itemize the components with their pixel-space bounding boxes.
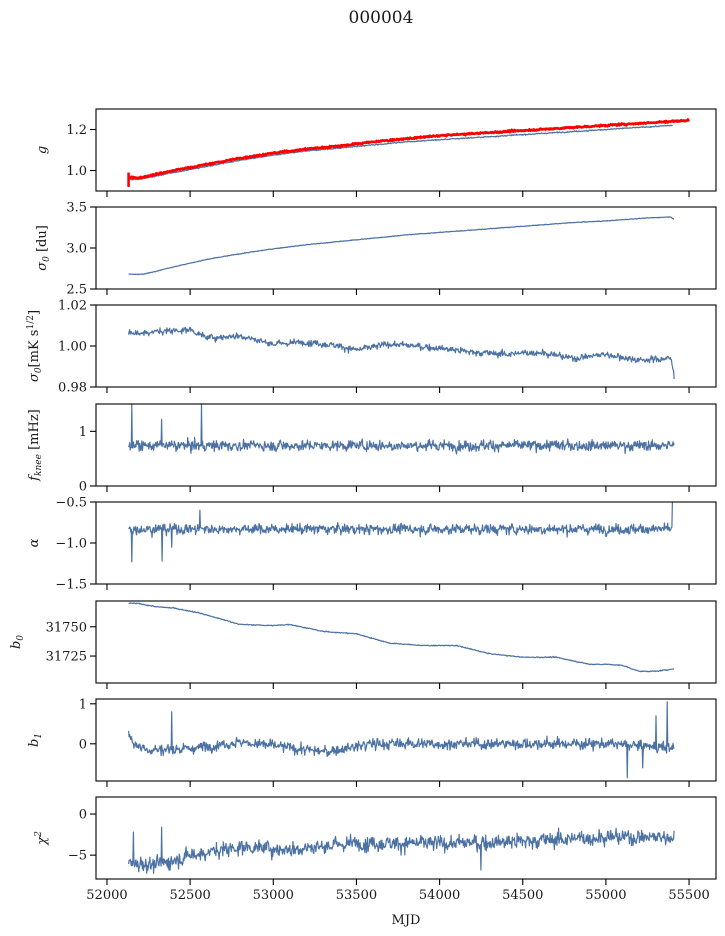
panel-fknee: 0 1 fknee [mHz] xyxy=(27,403,717,495)
xtick-label: 52000 xyxy=(86,888,127,903)
ytick-label-sigma0_mK: 0.98 xyxy=(58,381,87,396)
axes-frame-alpha xyxy=(95,501,717,585)
ytick-label-fknee: 0 xyxy=(79,480,87,495)
axes-frame-sigma0_mK xyxy=(95,304,717,388)
y-axis-label-chi2: χ2 xyxy=(34,831,50,846)
y-axis-label-b0: b0 xyxy=(9,635,26,649)
panel-sigma0_mK: 0.98 1.00 1.02 σ0[mK s1/2] xyxy=(26,299,717,396)
ytick-label-chi2: −5 xyxy=(68,849,87,864)
ytick-label-alpha: −1.0 xyxy=(55,537,87,552)
panels: 1.0 1.2 g 2.5 3.0 3.5 σ0 [du] 0.98 1.00 1.02 σ0[mK… xyxy=(9,108,717,903)
series-sigma0_du-0 xyxy=(128,216,675,276)
ytick-label-sigma0_mK: 1.02 xyxy=(58,299,87,314)
axes-frame-fknee xyxy=(95,403,717,487)
series-fknee-0 xyxy=(128,404,675,455)
series-g-1 xyxy=(127,118,691,180)
ytick-label-g: 1.0 xyxy=(66,164,87,179)
axes-frame-g xyxy=(95,108,717,192)
ytick-label-alpha: −1.5 xyxy=(55,578,87,593)
xtick-label: 55500 xyxy=(668,888,709,903)
panel-chi2: −5 0 52000 52500 53000 53500 54000 54500 55000 55… xyxy=(34,796,717,903)
xtick-label: 54000 xyxy=(419,888,460,903)
ytick-label-fknee: 1 xyxy=(79,425,87,440)
ytick-label-sigma0_du: 3.5 xyxy=(66,201,87,216)
panel-sigma0_du: 2.5 3.0 3.5 σ0 [du] xyxy=(35,201,717,298)
ytick-label-sigma0_mK: 1.00 xyxy=(58,340,87,355)
y-axis-label-sigma0_du: σ0 [du] xyxy=(35,225,52,271)
ytick-label-sigma0_du: 2.5 xyxy=(66,283,87,298)
ytick-label-g: 1.2 xyxy=(66,123,87,138)
x-axis-label: MJD xyxy=(392,913,421,928)
axes-frame-b0 xyxy=(95,600,717,684)
panel-b1: 0 1 b1 xyxy=(27,697,717,787)
ytick-label-b1: 0 xyxy=(79,737,87,752)
y-axis-label-b1: b1 xyxy=(27,733,44,747)
chart-title: 000004 xyxy=(349,8,414,28)
ytick-label-b1: 1 xyxy=(79,697,87,712)
series-alpha-0 xyxy=(128,502,673,563)
ytick-label-b0: 31725 xyxy=(46,650,87,665)
axes-frame-b1 xyxy=(95,698,717,782)
panel-b0: 31725 31750 b0 xyxy=(9,600,717,689)
panel-g: 1.0 1.2 g xyxy=(35,108,717,197)
y-axis-label-sigma0_mK: σ0[mK s1/2] xyxy=(26,310,44,382)
series-b0-0 xyxy=(128,602,675,673)
xtick-label: 53500 xyxy=(336,888,377,903)
xtick-label: 55000 xyxy=(585,888,626,903)
series-chi2-0 xyxy=(128,826,675,874)
series-b1-0 xyxy=(128,701,675,779)
series-g-0 xyxy=(128,124,673,181)
ytick-label-b0: 31750 xyxy=(46,620,87,635)
y-axis-label-g: g xyxy=(35,146,50,154)
panel-alpha: −1.5 −1.0 −0.5 α xyxy=(27,496,717,593)
axes-frame-chi2 xyxy=(95,796,717,880)
ytick-label-sigma0_du: 3.0 xyxy=(66,242,87,257)
ytick-label-alpha: −0.5 xyxy=(55,496,87,511)
series-sigma0_mK-0 xyxy=(128,326,675,380)
y-axis-label-fknee: fknee [mHz] xyxy=(27,409,44,482)
y-axis-label-alpha: α xyxy=(27,538,42,547)
ytick-label-chi2: 0 xyxy=(79,808,87,823)
xtick-label: 52500 xyxy=(169,888,210,903)
xtick-label: 54500 xyxy=(502,888,543,903)
xtick-label: 53000 xyxy=(253,888,294,903)
